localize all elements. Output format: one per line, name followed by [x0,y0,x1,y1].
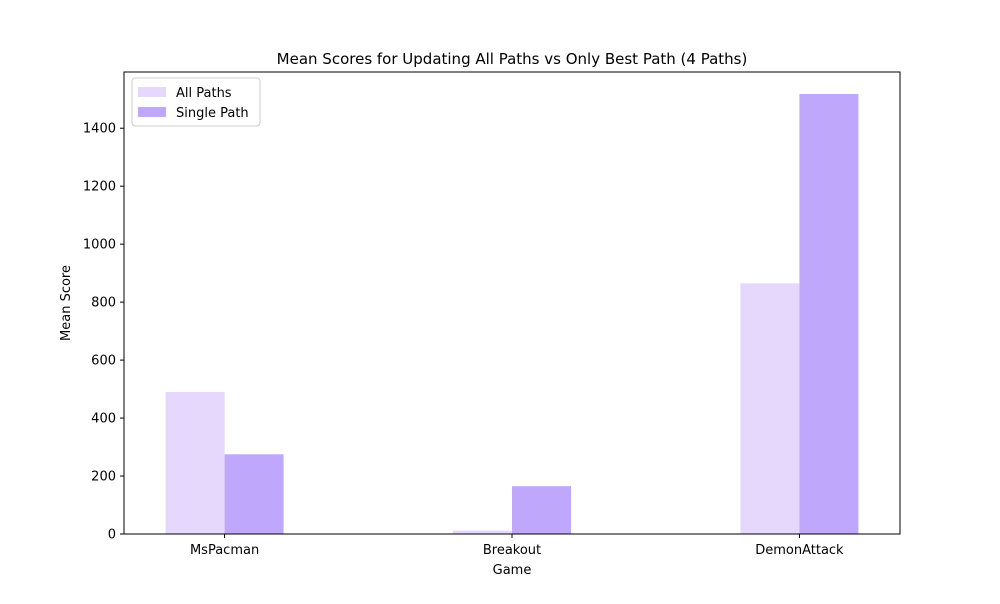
bar-all-paths-breakout [453,530,512,534]
legend-swatch [138,107,166,117]
bar-single-path-breakout [512,486,571,534]
y-axis: 0 200 400 600 800 1000 1200 1400 [83,122,124,543]
bar-all-paths-mspacman [165,391,225,534]
x-tick-label: DemonAttack [755,543,844,558]
bars-layer [165,94,859,535]
y-tick-label: 1000 [83,238,116,253]
x-tick-label: MsPacman [190,543,259,558]
bar-single-path-mspacman [224,454,284,534]
x-axis-label: Game [493,563,532,578]
bar-all-paths-demonattack [740,283,800,534]
legend-label: Single Path [176,106,249,121]
legend: All Paths Single Path [131,77,261,127]
y-tick-label: 800 [91,296,116,311]
y-axis-label: Mean Score [59,265,74,341]
y-tick-label: 200 [91,470,116,485]
legend-swatch [138,87,166,97]
x-tick-label: Breakout [483,543,541,558]
x-axis: MsPacman Breakout DemonAttack [190,534,844,558]
legend-label: All Paths [176,86,232,101]
y-tick-label: 1200 [83,180,116,195]
y-tick-label: 1400 [83,122,116,137]
chart-title: Mean Scores for Updating All Paths vs On… [277,50,748,68]
y-tick-label: 600 [91,354,116,369]
y-tick-label: 400 [91,412,116,427]
y-tick-label: 0 [108,528,116,543]
bar-single-path-demonattack [799,94,859,535]
